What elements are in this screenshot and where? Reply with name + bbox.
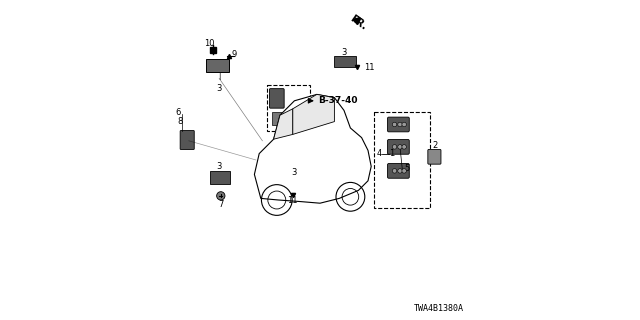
Circle shape (398, 169, 403, 173)
Text: 3: 3 (292, 168, 297, 177)
FancyBboxPatch shape (388, 164, 410, 178)
Text: B-37-40: B-37-40 (319, 96, 358, 105)
Circle shape (402, 169, 406, 173)
Text: 2: 2 (433, 141, 438, 150)
Text: 7: 7 (218, 200, 223, 209)
Text: TWA4B1380A: TWA4B1380A (413, 304, 463, 313)
PathPatch shape (292, 94, 334, 134)
FancyBboxPatch shape (287, 178, 304, 189)
Circle shape (398, 145, 403, 149)
Text: 9: 9 (232, 50, 237, 59)
FancyBboxPatch shape (334, 56, 356, 67)
Text: 10: 10 (204, 39, 215, 48)
Text: 3: 3 (216, 162, 222, 171)
Circle shape (402, 145, 406, 149)
FancyBboxPatch shape (269, 89, 284, 108)
FancyBboxPatch shape (210, 171, 230, 184)
Text: 3: 3 (341, 48, 347, 57)
Text: 5: 5 (405, 164, 410, 172)
Text: 4: 4 (376, 149, 382, 158)
PathPatch shape (274, 109, 292, 139)
FancyBboxPatch shape (428, 149, 441, 164)
Circle shape (392, 145, 397, 149)
Text: |: | (218, 73, 220, 80)
Circle shape (392, 122, 397, 127)
Text: 8: 8 (177, 117, 182, 126)
FancyBboxPatch shape (272, 112, 282, 125)
Circle shape (392, 169, 397, 173)
FancyBboxPatch shape (206, 59, 229, 72)
FancyBboxPatch shape (180, 131, 195, 149)
Bar (374, 112, 430, 208)
Bar (268, 85, 310, 131)
Text: 3: 3 (216, 84, 222, 92)
FancyBboxPatch shape (388, 117, 410, 132)
Text: 11: 11 (364, 63, 374, 72)
Text: FR.: FR. (348, 14, 369, 32)
Text: 11: 11 (287, 196, 298, 204)
Circle shape (402, 122, 406, 127)
Circle shape (398, 122, 403, 127)
PathPatch shape (254, 94, 371, 203)
Circle shape (216, 192, 225, 200)
Text: 1: 1 (389, 149, 395, 158)
FancyBboxPatch shape (388, 140, 410, 154)
Text: 6: 6 (175, 108, 180, 116)
